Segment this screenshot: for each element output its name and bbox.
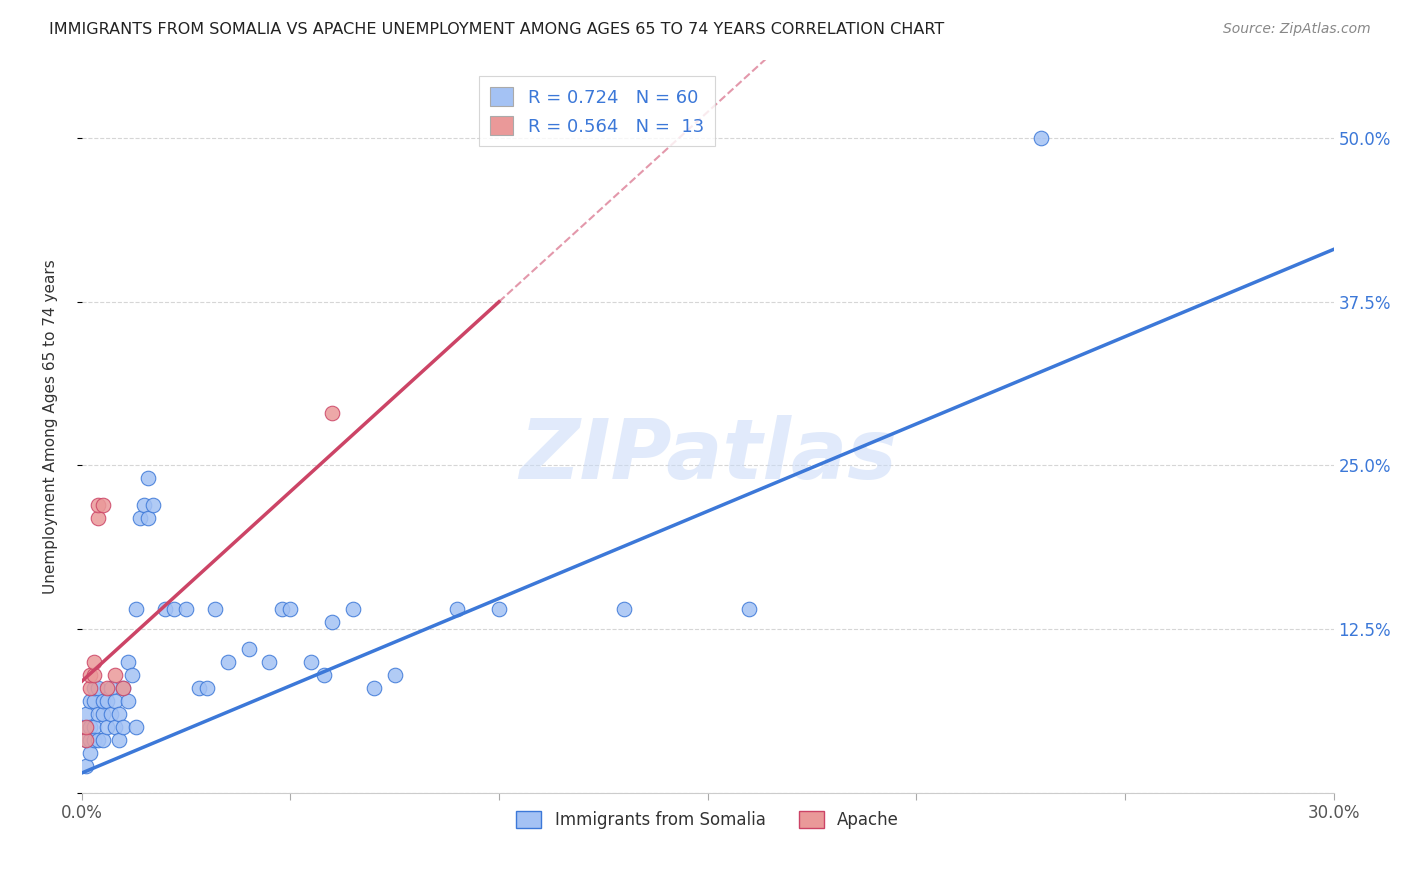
Point: [91, 733, 114, 747]
Point: [75, 720, 97, 734]
Point: [153, 602, 176, 616]
Point: [87, 510, 110, 524]
Point: [96, 720, 118, 734]
Point: [108, 733, 131, 747]
Point: [104, 720, 127, 734]
Point: [96, 681, 118, 695]
Point: [75, 733, 97, 747]
Point: [162, 602, 184, 616]
Point: [121, 668, 143, 682]
Point: [321, 615, 343, 630]
Point: [87, 498, 110, 512]
Point: [217, 655, 239, 669]
Point: [91, 498, 114, 512]
Point: [384, 668, 406, 682]
Point: [174, 602, 197, 616]
Point: [312, 668, 335, 682]
Point: [91, 694, 114, 708]
Point: [187, 681, 209, 695]
Point: [100, 707, 122, 722]
Point: [112, 681, 135, 695]
Point: [96, 694, 118, 708]
Point: [79, 747, 101, 761]
Point: [125, 602, 148, 616]
Point: [104, 694, 127, 708]
Point: [112, 681, 135, 695]
Point: [321, 406, 343, 420]
Point: [299, 655, 322, 669]
Text: ZIPatlas: ZIPatlas: [519, 415, 897, 496]
Point: [363, 681, 385, 695]
Point: [142, 498, 165, 512]
Point: [238, 641, 260, 656]
Point: [104, 668, 127, 682]
Point: [134, 498, 156, 512]
Point: [83, 733, 105, 747]
Point: [117, 655, 139, 669]
Point: [87, 681, 110, 695]
Text: IMMIGRANTS FROM SOMALIA VS APACHE UNEMPLOYMENT AMONG AGES 65 TO 74 YEARS CORRELA: IMMIGRANTS FROM SOMALIA VS APACHE UNEMPL…: [49, 22, 945, 37]
Point: [79, 720, 101, 734]
Point: [87, 733, 110, 747]
Point: [204, 602, 226, 616]
Point: [259, 655, 281, 669]
Point: [79, 681, 101, 695]
Point: [138, 510, 160, 524]
Point: [112, 720, 135, 734]
Point: [446, 602, 468, 616]
Point: [195, 681, 218, 695]
Point: [129, 510, 152, 524]
Y-axis label: Unemployment Among Ages 65 to 74 years: Unemployment Among Ages 65 to 74 years: [44, 259, 58, 593]
Point: [738, 602, 761, 616]
Point: [75, 733, 97, 747]
Point: [271, 602, 294, 616]
Text: Source: ZipAtlas.com: Source: ZipAtlas.com: [1223, 22, 1371, 37]
Point: [79, 733, 101, 747]
Point: [79, 668, 101, 682]
Point: [117, 694, 139, 708]
Point: [83, 668, 105, 682]
Point: [125, 720, 148, 734]
Point: [75, 720, 97, 734]
Point: [83, 720, 105, 734]
Point: [488, 602, 510, 616]
Point: [83, 681, 105, 695]
Point: [138, 471, 160, 485]
Point: [108, 707, 131, 722]
Point: [91, 707, 114, 722]
Point: [342, 602, 364, 616]
Point: [100, 681, 122, 695]
Point: [87, 707, 110, 722]
Legend: Immigrants from Somalia, Apache: Immigrants from Somalia, Apache: [509, 804, 905, 836]
Point: [83, 694, 105, 708]
Point: [75, 707, 97, 722]
Point: [79, 694, 101, 708]
Point: [280, 602, 302, 616]
Point: [613, 602, 636, 616]
Point: [1031, 131, 1053, 145]
Point: [75, 759, 97, 773]
Point: [83, 655, 105, 669]
